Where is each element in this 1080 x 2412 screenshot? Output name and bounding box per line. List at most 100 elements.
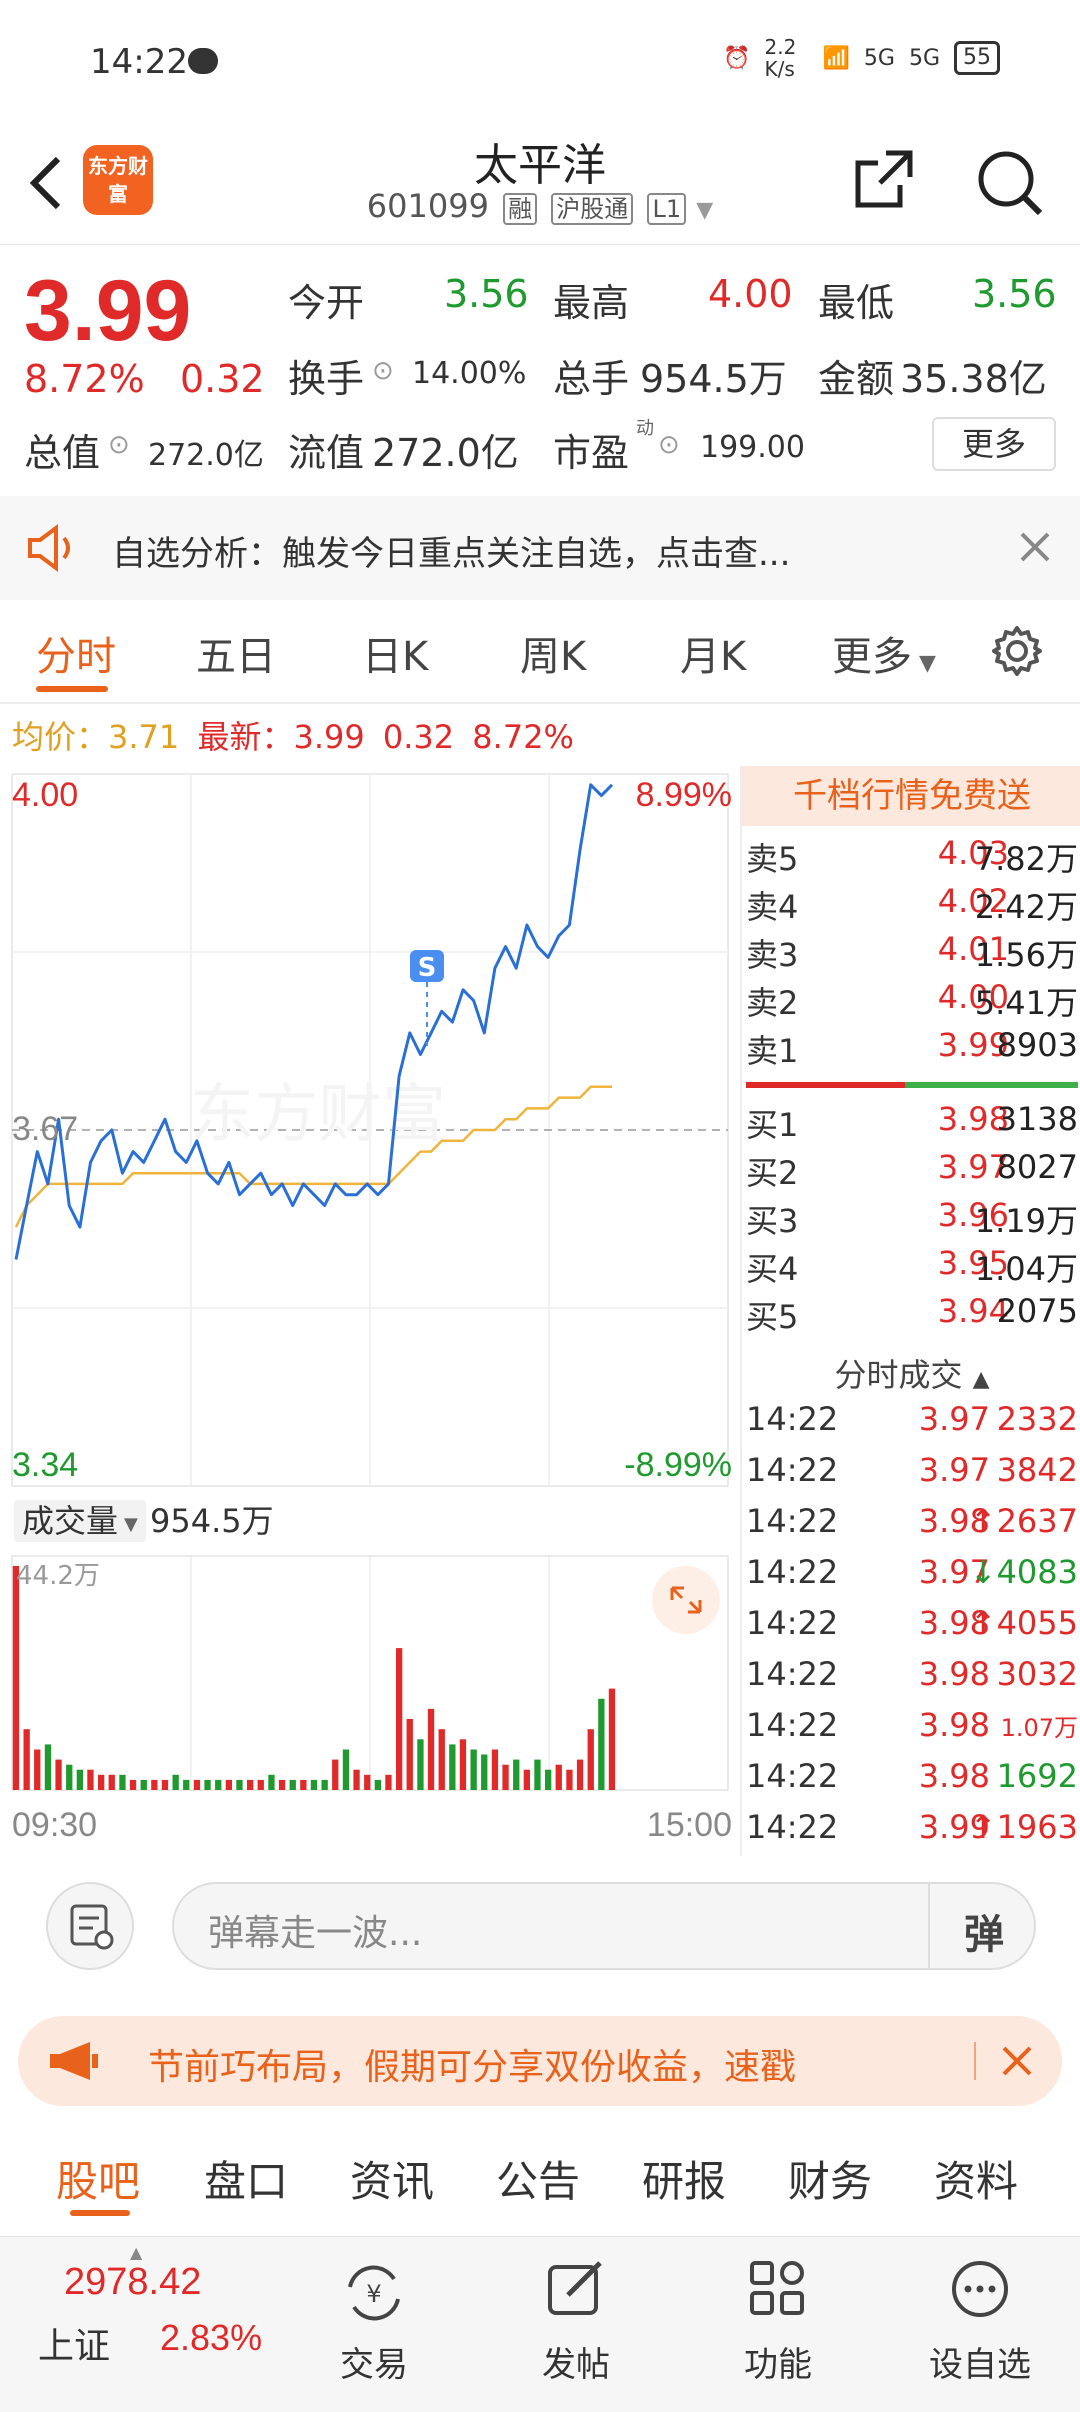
bid-row[interactable]: 买5 3.94 2075 — [742, 1292, 1080, 1340]
bid-row[interactable]: 买3 3.96 1.19万 — [742, 1196, 1080, 1244]
trade-volume: 1692 — [996, 1757, 1078, 1795]
trade-volume: 2332 — [996, 1400, 1078, 1438]
ask-row[interactable]: 卖3 4.01 1.56万 — [742, 930, 1080, 978]
volume-bar — [172, 1774, 179, 1790]
volume-bar — [342, 1749, 350, 1790]
tab-news[interactable]: 资讯 — [350, 2157, 435, 2206]
volume-bar — [555, 1764, 562, 1790]
ask-row[interactable]: 卖5 4.03 7.82万 — [742, 834, 1080, 882]
close-icon[interactable] — [1018, 530, 1052, 564]
volume-bar — [417, 1739, 424, 1790]
trade-price: 3.98 — [918, 1502, 990, 1540]
index-value[interactable]: 2978.42 — [64, 2261, 202, 2303]
close-icon[interactable] — [1000, 2044, 1034, 2078]
ask-level: 卖1 — [746, 1032, 799, 1070]
danmu-toggle-button[interactable]: 弹 — [964, 1912, 1004, 1958]
bid-volume: 2075 — [996, 1292, 1078, 1330]
volume-bar — [481, 1754, 488, 1790]
turnover-value: 14.00% — [412, 356, 527, 391]
info-icon[interactable]: ⊙ — [108, 430, 130, 460]
ask-level: 卖2 — [746, 984, 799, 1022]
volume-bar — [502, 1764, 509, 1790]
stock-code-row: 601099 融 沪股通 L1 ▼ — [0, 187, 1080, 225]
tab-five-day[interactable]: 五日 — [196, 634, 276, 680]
volume-bar — [12, 1566, 20, 1790]
volume-bar — [225, 1779, 232, 1790]
open-label: 今开 — [288, 281, 365, 325]
volume-bar — [34, 1749, 41, 1790]
volume-bar — [161, 1779, 169, 1790]
functions-button[interactable]: 功能 — [744, 2345, 812, 2385]
mktcap-value: 272.0亿 — [148, 438, 264, 473]
tab-financials[interactable]: 财务 — [788, 2157, 873, 2206]
volume-bar — [598, 1698, 605, 1790]
danmu-settings-button[interactable] — [46, 1882, 134, 1970]
volume-bar — [87, 1769, 94, 1790]
status-bar: 14:22 ⏰ 2.2 K/s 📶 5G 5G 55 — [0, 0, 1080, 125]
info-icon[interactable]: ⊙ — [372, 356, 394, 386]
post-button[interactable]: 发帖 — [542, 2345, 610, 2385]
dropdown-triangle-icon[interactable]: ▼ — [696, 198, 714, 223]
post-icon[interactable] — [544, 2257, 608, 2321]
tab-more[interactable]: 更多 ▼ — [832, 634, 936, 680]
wifi-icon: 📶 — [822, 45, 850, 71]
index-name[interactable]: 上证 — [38, 2326, 111, 2367]
info-icon[interactable]: ⊙ — [658, 430, 680, 460]
danmu-input[interactable]: 弹幕走一波... 弹 — [172, 1882, 1036, 1970]
trades-title[interactable]: 分时成交 ▲ — [834, 1356, 990, 1394]
more-dots-icon[interactable] — [948, 2257, 1012, 2321]
notice-bar[interactable]: 自选分析：触发今日重点关注自选，点击查... — [0, 496, 1080, 600]
volume-label: 总手 — [553, 357, 630, 401]
net-speed: 2.2 K/s — [764, 35, 797, 81]
ask-row[interactable]: 卖1 3.99 8903 — [742, 1026, 1080, 1074]
volume-bar — [193, 1779, 201, 1790]
back-arrow-icon[interactable] — [26, 153, 66, 213]
trade-time: 14:22 — [746, 1808, 839, 1846]
volume-bar — [523, 1769, 530, 1790]
volume-bar — [396, 1648, 403, 1790]
tab-research[interactable]: 研报 — [642, 2157, 727, 2206]
avg-price-line — [14, 1085, 612, 1228]
trade-button[interactable]: 交易 — [340, 2345, 408, 2385]
share-icon[interactable] — [852, 147, 916, 211]
trade-volume-wrap: 3842 — [997, 1451, 1078, 1489]
search-icon[interactable] — [974, 147, 1046, 219]
order-book: 千档行情免费送 卖5 4.03 7.82万 卖4 4.02 2.42万 卖3 4.01 1.56… — [740, 766, 1080, 1856]
trade-direction-arrow: ↑ — [969, 1502, 997, 1540]
bid-row[interactable]: 买1 3.98 3138 — [742, 1100, 1080, 1148]
functions-grid-icon[interactable] — [746, 2257, 810, 2321]
bid-row[interactable]: 买4 3.95 1.04万 — [742, 1244, 1080, 1292]
ask-level: 卖5 — [746, 840, 799, 878]
expand-button[interactable] — [652, 1566, 720, 1634]
tab-profile[interactable]: 资料 — [934, 2157, 1019, 2206]
ask-row[interactable]: 卖2 4.00 5.41万 — [742, 978, 1080, 1026]
trade-icon[interactable]: ¥ — [340, 2261, 408, 2325]
more-button[interactable]: 更多 — [932, 417, 1056, 471]
tab-monthly-k[interactable]: 月K — [680, 634, 747, 680]
pe-label: 市盈 — [553, 431, 630, 475]
add-watchlist-button[interactable]: 设自选 — [929, 2345, 1031, 2385]
tab-daily-k[interactable]: 日K — [362, 634, 429, 680]
index-pct[interactable]: 2.83% — [160, 2317, 263, 2358]
dropdown-triangle-icon: ▼ — [912, 651, 936, 676]
bid-row[interactable]: 买2 3.97 8027 — [742, 1148, 1080, 1196]
ask-price: 4.03 — [937, 834, 1009, 872]
signal-badge[interactable] — [410, 950, 444, 982]
trade-row: 14:22 3.98 ↑4055 — [742, 1604, 1080, 1652]
volume-dropdown[interactable] — [14, 1500, 146, 1542]
tab-weekly-k[interactable]: 周K — [520, 634, 587, 680]
ask-row[interactable]: 卖4 4.02 2.42万 — [742, 882, 1080, 930]
intraday-chart[interactable]: 东方财富 4.00 3.67 3.34 8.99% -8.99% S 成交量 ▼… — [0, 766, 740, 1850]
tab-forum[interactable]: 股吧 — [56, 2157, 141, 2206]
volume-bar — [257, 1779, 264, 1790]
tab-intraday[interactable]: 分时 — [36, 634, 116, 680]
high-label: 最高 — [553, 281, 630, 325]
level-ad-banner[interactable]: 千档行情免费送 — [742, 766, 1080, 826]
promo-banner[interactable]: 节前巧布局，假期可分享双份收益，速戳 — [18, 2016, 1062, 2106]
tab-announcements[interactable]: 公告 — [496, 2157, 581, 2206]
bid-price: 3.95 — [937, 1244, 1009, 1282]
volume-bar — [513, 1759, 520, 1790]
ask-price: 4.00 — [937, 978, 1009, 1016]
settings-gear-icon[interactable] — [990, 624, 1044, 678]
tab-orderbook[interactable]: 盘口 — [204, 2157, 289, 2206]
